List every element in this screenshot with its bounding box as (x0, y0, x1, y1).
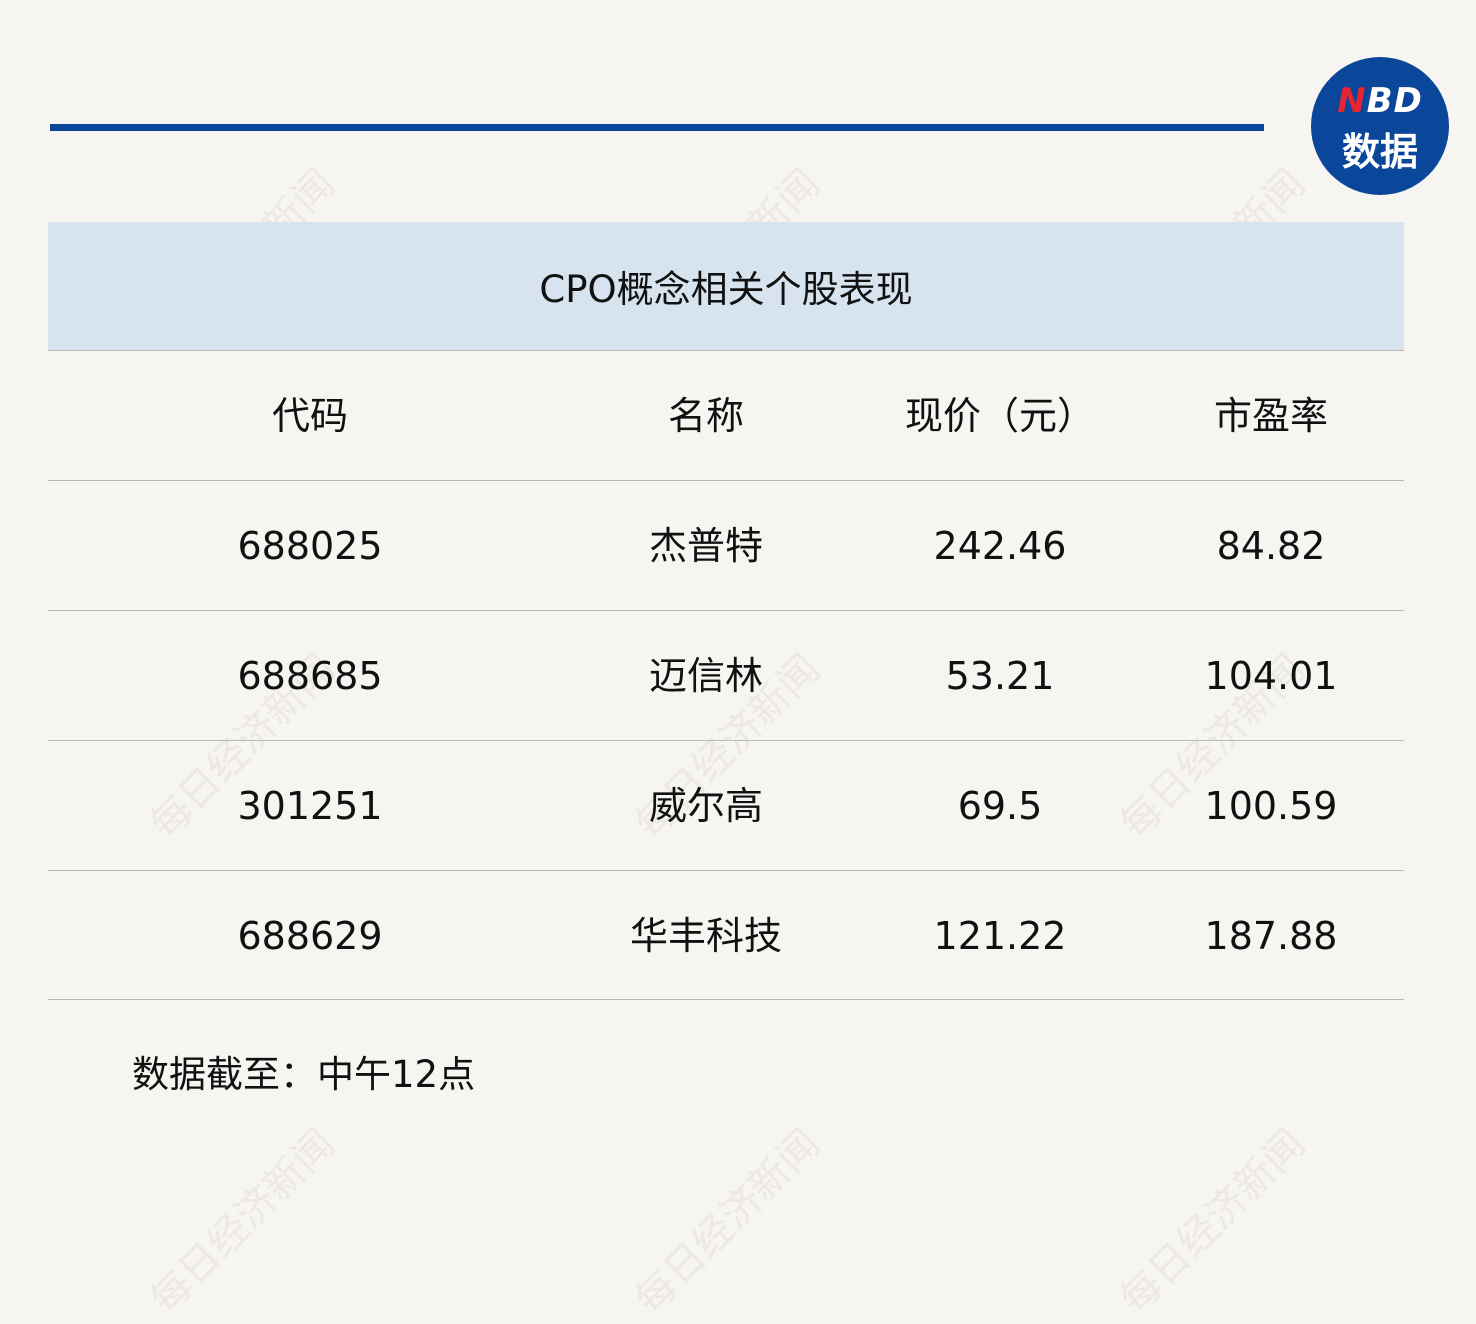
watermark: 每日经济新闻 (141, 1120, 344, 1323)
table-header-row: 代码 名称 现价（元） 市盈率 (48, 350, 1404, 481)
header-name: 名称 (667, 394, 744, 438)
table-title: CPO概念相关个股表现 (48, 222, 1404, 350)
cell-pe: 187.88 (1204, 914, 1338, 958)
header-price: 现价（元） (904, 394, 1095, 438)
logo-bd: BD (1366, 81, 1423, 121)
watermark: 每日经济新闻 (1111, 1120, 1314, 1323)
top-accent-line (50, 124, 1264, 131)
cell-name: 威尔高 (648, 784, 763, 828)
cell-price: 53.21 (945, 654, 1055, 698)
cell-name: 杰普特 (648, 524, 763, 568)
table-row: 301251 威尔高 69.5 100.59 (48, 740, 1404, 871)
cell-price: 121.22 (933, 914, 1067, 958)
cell-code: 688025 (237, 524, 383, 568)
header-pe: 市盈率 (1213, 394, 1328, 438)
nbd-data-logo: NBD 数据 (1311, 57, 1449, 195)
cell-price: 242.46 (933, 524, 1067, 568)
cell-price: 69.5 (957, 784, 1043, 828)
cell-pe: 100.59 (1204, 784, 1338, 828)
footnote: 数据截至：中午12点 (132, 1053, 476, 1096)
cell-code: 688629 (237, 914, 383, 958)
cell-code: 301251 (237, 784, 383, 828)
logo-n: N (1337, 81, 1367, 121)
table-row: 688025 杰普特 242.46 84.82 (48, 480, 1404, 611)
table-bottom-rule (48, 999, 1404, 1000)
watermark: 每日经济新闻 (626, 1120, 829, 1323)
cell-code: 688685 (237, 654, 383, 698)
cell-name: 华丰科技 (629, 914, 782, 958)
table-row: 688685 迈信林 53.21 104.01 (48, 610, 1404, 741)
logo-subtitle: 数据 (1341, 130, 1418, 174)
cell-name: 迈信林 (648, 654, 763, 698)
table-row: 688629 华丰科技 121.22 187.88 (48, 870, 1404, 1001)
cell-pe: 84.82 (1216, 524, 1326, 568)
header-code: 代码 (271, 394, 348, 438)
cell-pe: 104.01 (1204, 654, 1338, 698)
